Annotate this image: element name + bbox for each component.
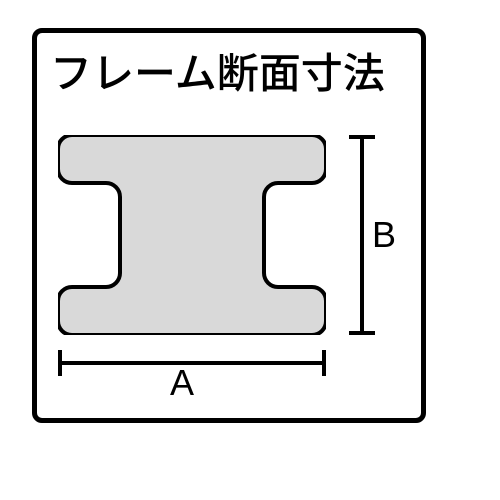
diagram-root: { "type": "diagram", "title": { "text": …	[0, 0, 500, 500]
ibeam-path	[58, 135, 326, 335]
dim-a-tick-right	[322, 350, 326, 376]
diagram-title: フレーム断面寸法	[50, 40, 385, 101]
dim-b-tick-bottom	[349, 331, 375, 335]
ibeam-cross-section	[58, 135, 326, 335]
dim-b-tick-top	[349, 135, 375, 139]
dim-b-line	[360, 135, 364, 335]
dim-a-tick-left	[58, 350, 62, 376]
dim-a-label: A	[170, 362, 194, 404]
dim-b-label: B	[372, 214, 396, 256]
